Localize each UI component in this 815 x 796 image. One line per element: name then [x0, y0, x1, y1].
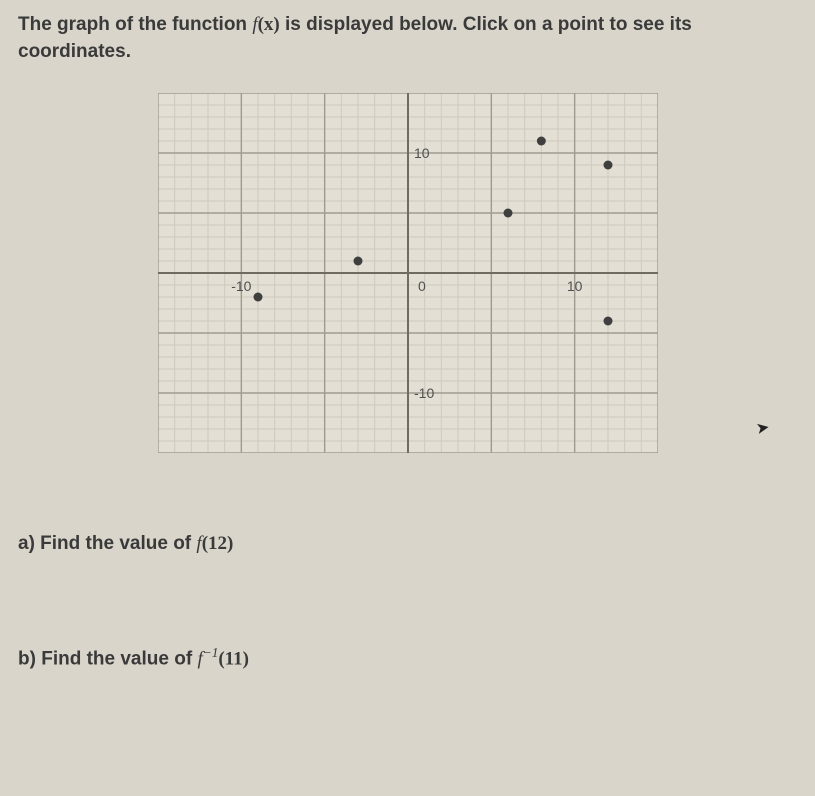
qa-label: a) Find the value of: [18, 533, 196, 554]
axis-label: 0: [418, 278, 426, 294]
qa-arg: (12): [202, 533, 234, 554]
axis-label: 10: [566, 278, 582, 294]
axis-label: 10: [414, 145, 430, 161]
axis-label: -10: [231, 278, 251, 294]
prompt-arg: (x): [258, 14, 280, 35]
question-b: b) Find the value of f−1(11): [18, 645, 797, 670]
data-point[interactable]: [536, 137, 545, 146]
data-point[interactable]: [253, 293, 262, 302]
data-point[interactable]: [603, 161, 612, 170]
function-graph[interactable]: -10 0 10 10 -10: [158, 93, 658, 453]
data-point[interactable]: [353, 257, 362, 266]
qb-sup: −1: [203, 645, 219, 660]
prompt-text: The graph of the function f(x) is displa…: [18, 12, 797, 65]
graph-container: -10 0 10 10 -10: [18, 93, 797, 453]
data-point[interactable]: [603, 317, 612, 326]
cursor-icon: ➤: [754, 417, 771, 439]
prompt-pre: The graph of the function: [18, 14, 252, 35]
qb-arg: (11): [218, 649, 249, 670]
qb-label: b) Find the value of: [18, 649, 197, 670]
data-point[interactable]: [503, 209, 512, 218]
question-a: a) Find the value of f(12): [18, 533, 797, 555]
axis-label: -10: [414, 385, 434, 401]
